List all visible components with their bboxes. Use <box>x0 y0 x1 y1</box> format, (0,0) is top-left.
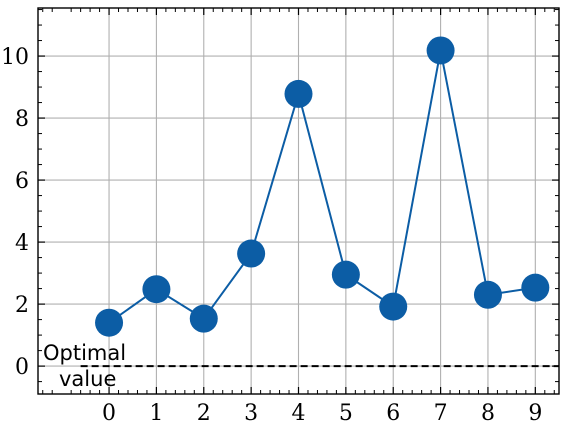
y-tick-label-6: 6 <box>15 169 29 194</box>
x-tick-label-5: 5 <box>339 401 353 426</box>
y-tick-label-4: 4 <box>15 231 29 256</box>
data-point-4 <box>284 79 313 108</box>
x-tick-label-7: 7 <box>434 401 448 426</box>
grid <box>38 8 559 394</box>
tick-labels: 0 1 2 3 4 5 6 7 8 9 0 2 4 6 8 10 <box>1 45 542 426</box>
x-tick-label-6: 6 <box>386 401 400 426</box>
y-tick-label-2: 2 <box>15 293 29 318</box>
data-point-9 <box>521 273 550 302</box>
data-point-5 <box>331 260 360 289</box>
y-tick-label-0: 0 <box>15 355 29 380</box>
x-tick-label-1: 1 <box>149 401 163 426</box>
data-point-3 <box>237 239 266 268</box>
series-line-0 <box>108 50 536 324</box>
data-point-0 <box>95 308 124 337</box>
data-point-2 <box>189 304 218 333</box>
data-point-6 <box>379 292 408 321</box>
data-point-7 <box>426 36 455 65</box>
annotation-line-1: Optimal <box>43 341 126 365</box>
x-tick-label-2: 2 <box>197 401 211 426</box>
x-tick-label-8: 8 <box>481 401 495 426</box>
x-tick-label-4: 4 <box>292 401 306 426</box>
data-point-1 <box>142 275 171 304</box>
y-tick-label-8: 8 <box>15 107 29 132</box>
y-tick-label-10: 10 <box>1 45 29 70</box>
series-group <box>95 36 550 337</box>
axis-ticks <box>38 8 559 394</box>
x-tick-label-3: 3 <box>244 401 258 426</box>
data-point-8 <box>473 280 502 309</box>
x-tick-label-9: 9 <box>528 401 542 426</box>
annotation-line-2: value <box>59 367 116 391</box>
x-tick-label-0: 0 <box>102 401 116 426</box>
